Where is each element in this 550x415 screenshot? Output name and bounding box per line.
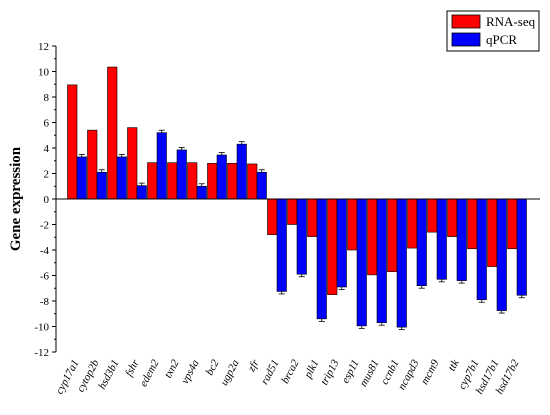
x-category-label: plk1 (302, 358, 322, 381)
bar-rna-seq-cytop2b (87, 129, 98, 200)
y-tick-label: -10 (34, 322, 49, 334)
bar-qpcr-mcm9 (436, 198, 447, 280)
bar-rna-seq-fshr (127, 127, 138, 200)
bar-rna-seq-hsd3b1 (107, 66, 118, 200)
bar-rna-seq-mus81 (367, 198, 378, 276)
bar-rna-seq-ccnb1 (387, 198, 398, 272)
bar-qpcr-brca2 (296, 198, 307, 275)
bar-qpcr-edem2 (156, 132, 167, 200)
bars-group (67, 66, 527, 328)
bar-rna-seq-bc2 (207, 163, 218, 200)
legend-swatch-qpcr (451, 32, 481, 47)
y-tick-label: -12 (34, 347, 49, 359)
x-category-label: ugp2a (218, 357, 242, 387)
bar-rna-seq-cyp17a1 (67, 84, 78, 200)
bar-qpcr-ncapd3 (416, 198, 427, 286)
x-category-label: edem2 (138, 357, 162, 388)
bar-qpcr-fshr (136, 185, 147, 200)
y-tick-label: 2 (44, 169, 50, 181)
bar-rna-seq-ncapd3 (407, 198, 418, 249)
x-category-label: fshr (123, 357, 142, 378)
x-category-label: txn2 (162, 357, 182, 380)
y-tick-label: -8 (40, 296, 50, 308)
x-category-label: bc2 (204, 357, 222, 377)
bar-qpcr-ugp2a (236, 143, 247, 200)
bar-qpcr-vps4a (196, 185, 207, 200)
bar-rna-seq-ugp2a (227, 163, 238, 200)
y-axis-title: Gene expression (8, 146, 24, 251)
bar-qpcr-hsd3b1 (116, 156, 127, 200)
y-tick-label: 8 (44, 92, 50, 104)
x-category-label: ttk (446, 357, 462, 373)
bar-rna-seq-txn2 (167, 162, 178, 200)
bar-rna-seq-trip13 (327, 198, 338, 295)
bar-qpcr-plk1 (316, 198, 327, 320)
bar-rna-seq-edem2 (147, 162, 158, 200)
bar-rna-seq-rad51 (267, 198, 278, 236)
x-category-label: mcm9 (419, 357, 442, 386)
bar-qpcr-hsd17b2 (516, 198, 527, 296)
bar-qpcr-trip13 (336, 198, 347, 288)
bar-qpcr-hsd17b1 (496, 198, 507, 311)
y-tick-label: -4 (40, 245, 50, 257)
bar-qpcr-txn2 (176, 149, 187, 200)
bar-qpcr-rad51 (276, 198, 287, 292)
bar-rna-seq-ttk (447, 198, 458, 237)
legend-label-qpcr: qPCR (486, 32, 517, 47)
bar-rna-seq-zfr (247, 163, 258, 200)
bar-rna-seq-esp11 (347, 198, 358, 251)
x-category-label: trip13 (318, 357, 341, 387)
x-category-label: rad51 (259, 358, 282, 387)
bar-qpcr-mus81 (376, 198, 387, 323)
x-category-label: vps4a (179, 357, 202, 386)
y-tick-label: -2 (40, 220, 49, 232)
bar-qpcr-bc2 (216, 154, 227, 200)
bar-qpcr-cytop2b (96, 171, 107, 200)
y-tick-label: 10 (38, 67, 50, 79)
y-ticks-group: -12 -10 -8 -6 -4 -2 0 2 4 6 8 10 12 (34, 41, 56, 359)
bar-qpcr-cyp17a1 (76, 156, 87, 200)
bar-qpcr-zfr (256, 171, 267, 200)
error-bars-group (78, 129, 525, 331)
y-tick-label: -6 (40, 271, 50, 283)
bar-rna-seq-cyp7b1 (467, 198, 478, 250)
legend: RNA-seq qPCR (446, 10, 540, 52)
y-tick-label: 4 (44, 143, 50, 155)
bar-qpcr-ccnb1 (396, 198, 407, 328)
bar-qpcr-ttk (456, 198, 467, 281)
legend-swatch-rna-seq (451, 14, 481, 29)
x-category-label: zfr (245, 357, 262, 374)
bar-qpcr-esp11 (356, 198, 367, 327)
y-tick-label: 6 (44, 118, 50, 130)
bar-rna-seq-hsd17b1 (487, 198, 498, 267)
legend-label-rna-seq: RNA-seq (486, 14, 536, 29)
x-category-label: mus81 (358, 358, 382, 389)
bar-rna-seq-hsd17b2 (507, 198, 518, 250)
bar-rna-seq-mcm9 (427, 198, 438, 233)
bar-qpcr-cyp7b1 (476, 198, 487, 301)
bar-rna-seq-brca2 (287, 198, 298, 225)
x-category-label: brca2 (279, 357, 302, 385)
y-tick-label: 0 (44, 194, 50, 206)
bar-rna-seq-plk1 (307, 198, 318, 237)
y-tick-label: 12 (38, 41, 49, 53)
bar-rna-seq-vps4a (187, 162, 198, 200)
